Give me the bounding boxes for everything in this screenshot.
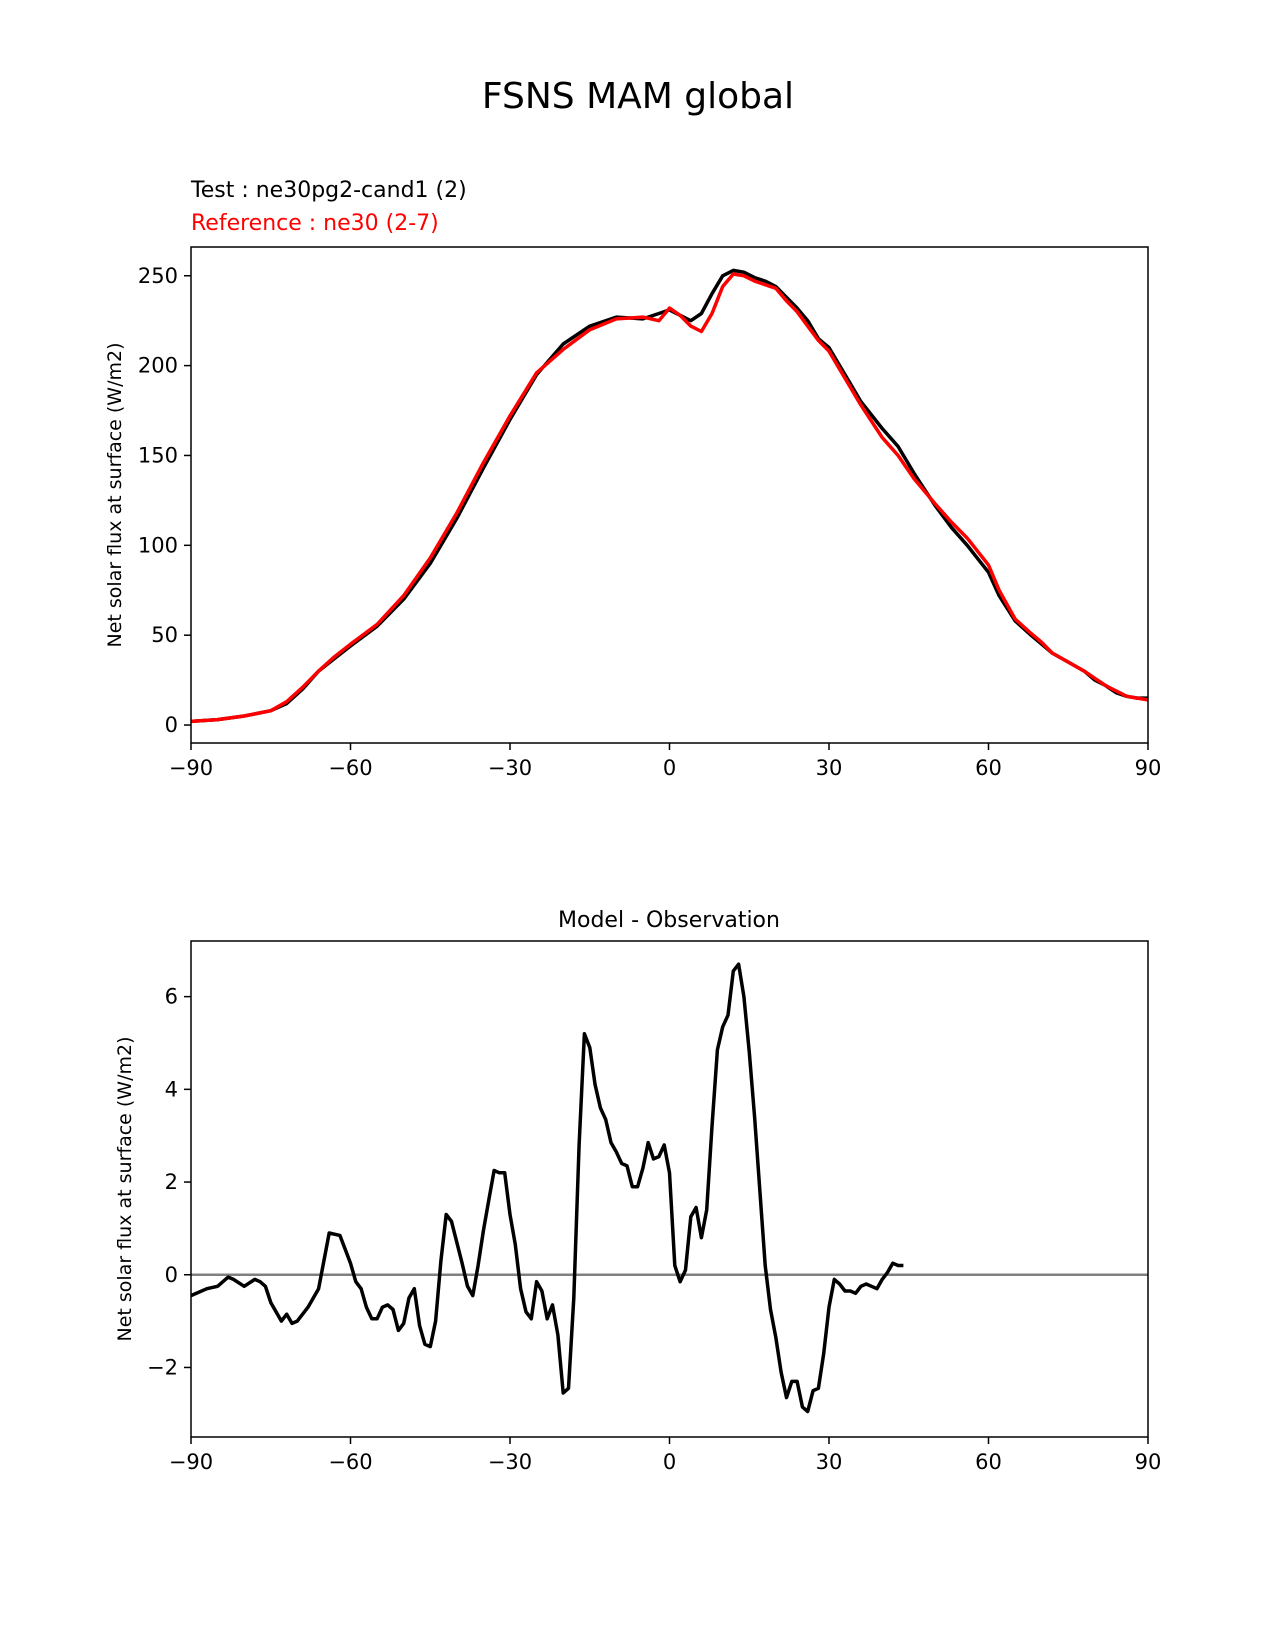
x-tick-label: 30 <box>816 1450 843 1474</box>
y-tick-label: 6 <box>165 985 178 1009</box>
top-ylabel: Net solar flux at surface (W/m2) <box>104 343 126 648</box>
panel-bottom: Model - Observation −90 −60 −30 0 30 60 90 −2 0 2… <box>114 908 1161 1474</box>
x-tick-label: −90 <box>169 1450 213 1474</box>
x-tick-label: −90 <box>169 756 213 780</box>
x-tick-label: −30 <box>488 756 532 780</box>
y-tick-label: 2 <box>165 1170 178 1194</box>
y-tick-label: −2 <box>147 1355 178 1379</box>
series-line-reference <box>190 272 1149 724</box>
x-tick-label: 60 <box>975 1450 1002 1474</box>
x-tick-label: 0 <box>663 1450 676 1474</box>
series-line-test <box>190 962 904 1414</box>
x-tick-label: 90 <box>1135 756 1162 780</box>
x-tick-label: 90 <box>1135 1450 1162 1474</box>
x-tick-label: −60 <box>328 1450 372 1474</box>
y-tick-label: 0 <box>165 1263 178 1287</box>
x-tick-label: 0 <box>663 756 676 780</box>
panel-top: −90 −60 −30 0 30 60 90 0 50 100 150 200 250 Net sola… <box>104 246 1162 780</box>
y-tick-label: 0 <box>165 713 178 737</box>
x-tick-label: 60 <box>975 756 1002 780</box>
y-tick-label: 250 <box>138 264 178 288</box>
x-tick-label: −60 <box>328 756 372 780</box>
x-tick-label: 30 <box>816 756 843 780</box>
reference-label: Reference : ne30 (2-7) <box>191 211 439 236</box>
figure-suptitle: FSNS MAM global <box>482 76 794 117</box>
x-tick-label: −30 <box>488 1450 532 1474</box>
y-tick-label: 4 <box>165 1077 178 1101</box>
test-label: Test : ne30pg2-cand1 (2) <box>190 178 467 203</box>
y-tick-label: 200 <box>138 354 178 378</box>
bottom-title: Model - Observation <box>558 908 780 933</box>
y-tick-label: 100 <box>138 533 178 557</box>
bottom-ylabel: Net solar flux at surface (W/m2) <box>114 1037 136 1342</box>
y-tick-label: 150 <box>138 443 178 467</box>
y-tick-label: 50 <box>151 623 178 647</box>
